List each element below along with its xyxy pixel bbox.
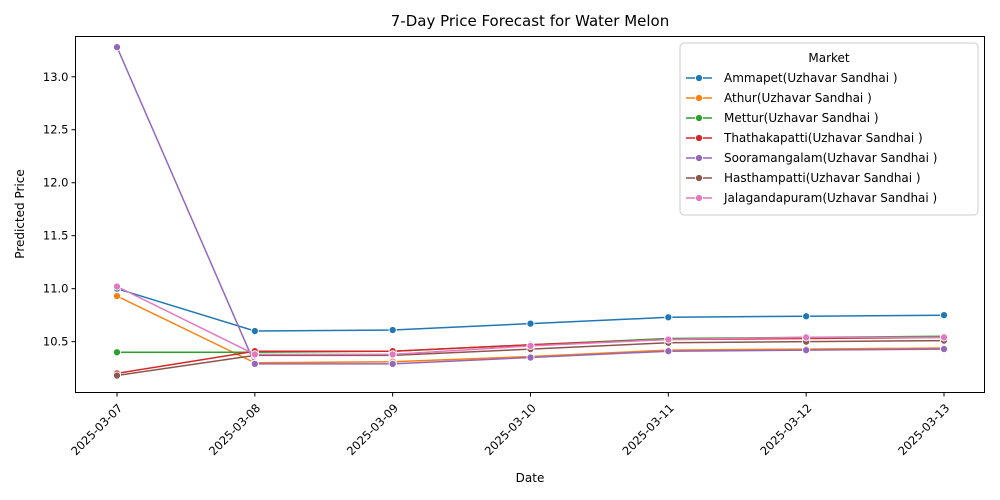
legend-title: Market: [808, 51, 850, 65]
data-point: [526, 319, 535, 328]
legend-label: Athur(Uzhavar Sandhai ): [724, 91, 872, 105]
legend-item: Thathakapatti(Uzhavar Sandhai ): [686, 131, 923, 145]
data-point: [526, 341, 535, 350]
legend-item: Hasthampatti(Uzhavar Sandhai ): [686, 171, 921, 185]
series-4: [112, 43, 949, 368]
y-axis-label: Predicted Price: [13, 169, 27, 258]
data-point: [664, 313, 673, 322]
data-point: [250, 326, 259, 336]
legend-swatch-marker: [694, 133, 704, 143]
data-point: [939, 333, 949, 342]
data-point: [112, 371, 122, 380]
legend-item: Athur(Uzhavar Sandhai ): [686, 91, 872, 105]
data-point: [802, 346, 811, 355]
data-point: [112, 292, 122, 301]
data-point: [802, 333, 811, 342]
data-point: [388, 350, 397, 359]
data-point: [664, 347, 673, 356]
legend-item: Mettur(Uzhavar Sandhai ): [686, 111, 879, 125]
legend-swatch-marker: [694, 113, 704, 123]
y-tick-label: 11.5: [43, 229, 69, 243]
legend-box: [679, 42, 979, 216]
legend-label: Jalagandapuram(Uzhavar Sandhai ): [723, 191, 937, 205]
data-point: [664, 335, 673, 344]
legend-swatch-marker: [694, 173, 704, 183]
series-layer: [112, 43, 949, 380]
legend-label: Mettur(Uzhavar Sandhai ): [724, 111, 879, 125]
data-point: [112, 43, 122, 52]
data-point: [250, 350, 259, 359]
y-tick-label: 12.5: [43, 123, 69, 137]
series-6: [112, 282, 949, 359]
data-point: [939, 345, 949, 354]
legend-swatch-marker: [694, 193, 704, 203]
legend-label: Sooramangalam(Uzhavar Sandhai ): [724, 151, 938, 165]
legend-label: Hasthampatti(Uzhavar Sandhai ): [724, 171, 921, 185]
y-axis: 10.5 11.0 11.5 12.0 12.5 13.0: [43, 70, 76, 349]
legend-swatch-marker: [694, 73, 704, 83]
data-point: [802, 312, 811, 321]
legend-item: Jalagandapuram(Uzhavar Sandhai ): [686, 191, 937, 205]
legend-swatch-marker: [694, 93, 704, 103]
legend-swatch-marker: [694, 153, 704, 163]
data-point: [388, 359, 397, 368]
x-axis-label: Date: [516, 471, 545, 485]
series-0: [112, 284, 949, 336]
data-point: [939, 311, 949, 320]
legend: Market Ammapet(Uzhavar Sandhai ) Athur(Uz…: [679, 42, 979, 216]
data-point: [112, 348, 122, 357]
y-tick-label: 10.5: [43, 335, 69, 349]
y-tick-label: 11.0: [43, 282, 69, 296]
plot-frame: [75, 36, 985, 393]
legend-item: Ammapet(Uzhavar Sandhai ): [686, 71, 898, 85]
data-point: [388, 325, 397, 335]
y-tick-label: 12.0: [43, 176, 69, 190]
data-point: [112, 282, 122, 291]
legend-label: Ammapet(Uzhavar Sandhai ): [724, 71, 898, 85]
legend-items: Ammapet(Uzhavar Sandhai ) Athur(Uzhavar S…: [686, 71, 938, 205]
data-point: [250, 359, 259, 368]
legend-item: Sooramangalam(Uzhavar Sandhai ): [686, 151, 938, 165]
chart-title: 7-Day Price Forecast for Water Melon: [391, 12, 669, 30]
y-tick-label: 13.0: [43, 70, 69, 84]
legend-label: Thathakapatti(Uzhavar Sandhai ): [723, 131, 923, 145]
data-point: [526, 353, 535, 362]
